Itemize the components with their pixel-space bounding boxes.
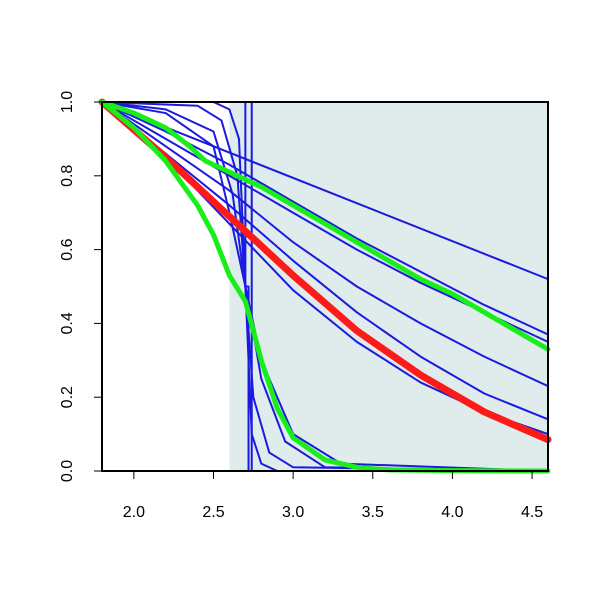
y-tick-label: 0.6 [59, 238, 76, 260]
y-axis: 0.0 0.2 0.4 0.6 0.8 1.0 [59, 91, 102, 482]
green-line-1 [99, 99, 551, 352]
blue-line-5 [101, 101, 549, 421]
plot-area [98, 98, 552, 474]
red-line-1 [98, 98, 552, 444]
green-line-2 [99, 99, 551, 474]
x-tick-label: 3.0 [282, 504, 304, 521]
y-tick-label: 0.2 [59, 386, 76, 408]
blue-line-1 [101, 101, 549, 281]
x-tick-label: 4.5 [521, 504, 543, 521]
y-tick-label: 1.0 [59, 91, 76, 113]
series-layer [98, 98, 552, 474]
blue-line-11 [101, 101, 549, 472]
x-axis: 2.0 2.5 3.0 3.5 4.0 4.5 [123, 471, 543, 521]
plot-frame [101, 101, 549, 472]
y-tick-label: 0.0 [59, 460, 76, 482]
x-tick-label: 4.0 [441, 504, 463, 521]
y-tick-label: 0.8 [59, 165, 76, 187]
x-tick-label: 3.5 [362, 504, 384, 521]
blue-line-4 [101, 101, 549, 388]
x-tick-label: 2.5 [202, 504, 224, 521]
x-tick-label: 2.0 [123, 504, 145, 521]
y-tick-label: 0.4 [59, 312, 76, 334]
